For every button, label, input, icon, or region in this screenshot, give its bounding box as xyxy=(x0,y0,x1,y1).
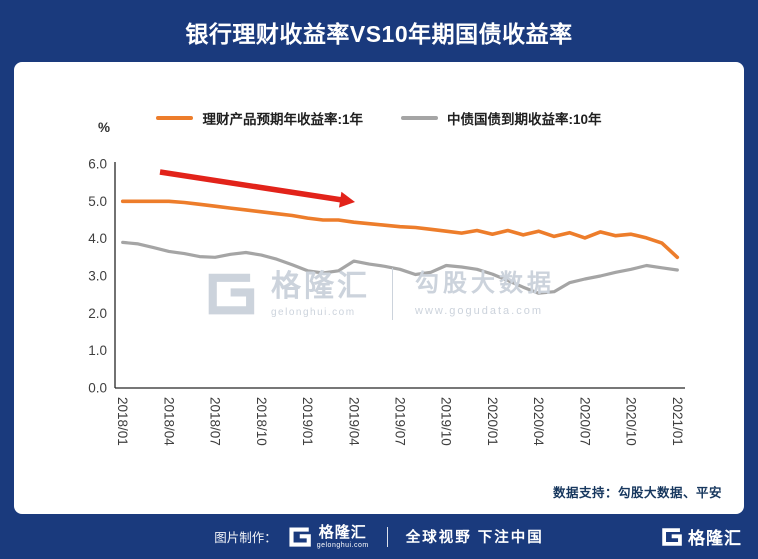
footer-right-brand-name: 格隆汇 xyxy=(688,529,742,548)
x-tick-label: 2019/04 xyxy=(346,397,361,446)
gelonghui-logo-icon xyxy=(662,527,682,546)
footer-brand-domain: gelonghui.com xyxy=(316,541,369,549)
x-tick-label: 2020/10 xyxy=(624,397,639,446)
footer-brand-logo: 格隆汇 gelonghui.com xyxy=(287,525,369,549)
y-tick-label: 4.0 xyxy=(88,231,107,246)
x-tick-label: 2019/10 xyxy=(439,397,454,446)
wealth-product-1y-line xyxy=(120,199,680,260)
x-tick-label: 2019/01 xyxy=(300,397,315,446)
y-tick-label: 2.0 xyxy=(88,306,107,321)
y-tick-label: 0.0 xyxy=(88,381,107,396)
x-tick-label: 2018/07 xyxy=(208,397,223,446)
legend-swatch-gray xyxy=(401,116,438,120)
trend-arrow-shaft xyxy=(159,169,343,203)
y-axis-unit-label: % xyxy=(98,120,111,135)
x-tick-label: 2018/10 xyxy=(254,397,269,446)
footer-divider xyxy=(386,526,388,547)
y-tick-label: 3.0 xyxy=(88,269,107,284)
x-tick-label: 2020/01 xyxy=(485,397,500,446)
y-tick-label: 1.0 xyxy=(88,343,107,358)
legend-label-wealth-product: 理财产品预期年收益率:1年 xyxy=(202,112,363,127)
x-tick-label: 2019/07 xyxy=(393,397,408,446)
trend-arrow-head xyxy=(339,191,355,208)
legend-swatch-orange xyxy=(156,116,194,120)
data-source-note: 数据支持：勾股大数据、平安 xyxy=(552,486,722,500)
page-title: 银行理财收益率VS10年期国债收益率 xyxy=(185,21,573,47)
x-tick-label: 2020/04 xyxy=(531,397,546,446)
treasury-10y-line xyxy=(121,240,679,295)
footer-slogan: 全球视野 下注中国 xyxy=(405,530,544,546)
y-tick-label: 5.0 xyxy=(88,194,107,209)
legend-label-treasury: 中债国债到期收益率:10年 xyxy=(447,112,602,127)
footer-brand-name: 格隆汇 xyxy=(318,523,367,541)
legend-item-treasury: 中债国债到期收益率:10年 xyxy=(401,108,602,128)
x-tick-label: 2021/01 xyxy=(670,397,685,446)
gelonghui-logo-icon xyxy=(289,526,311,547)
footer: 图片制作： 格隆汇 gelonghui.com 全球视野 下注中国 xyxy=(0,514,758,559)
footer-right-brand-logo: 格隆汇 xyxy=(660,514,742,559)
x-tick-label: 2018/01 xyxy=(115,397,130,446)
legend-item-wealth-product: 理财产品预期年收益率:1年 xyxy=(156,108,363,128)
chart-card: 理财产品预期年收益率:1年 中债国债到期收益率:10年 % 6.0 5.0 4.0 3… xyxy=(14,62,744,514)
chart-legend: 理财产品预期年收益率:1年 中债国债到期收益率:10年 xyxy=(14,108,744,128)
x-tick-label: 2018/04 xyxy=(161,397,176,446)
footer-made-by-label: 图片制作： xyxy=(214,531,277,545)
line-chart: 6.0 5.0 4.0 3.0 2.0 1.0 0.0 2018/01 2018/04 2018/… xyxy=(88,157,685,446)
x-tick-label: 2020/07 xyxy=(577,397,592,446)
y-tick-label: 6.0 xyxy=(88,157,107,172)
footer-brand-block: 格隆汇 gelonghui.com xyxy=(317,525,369,549)
